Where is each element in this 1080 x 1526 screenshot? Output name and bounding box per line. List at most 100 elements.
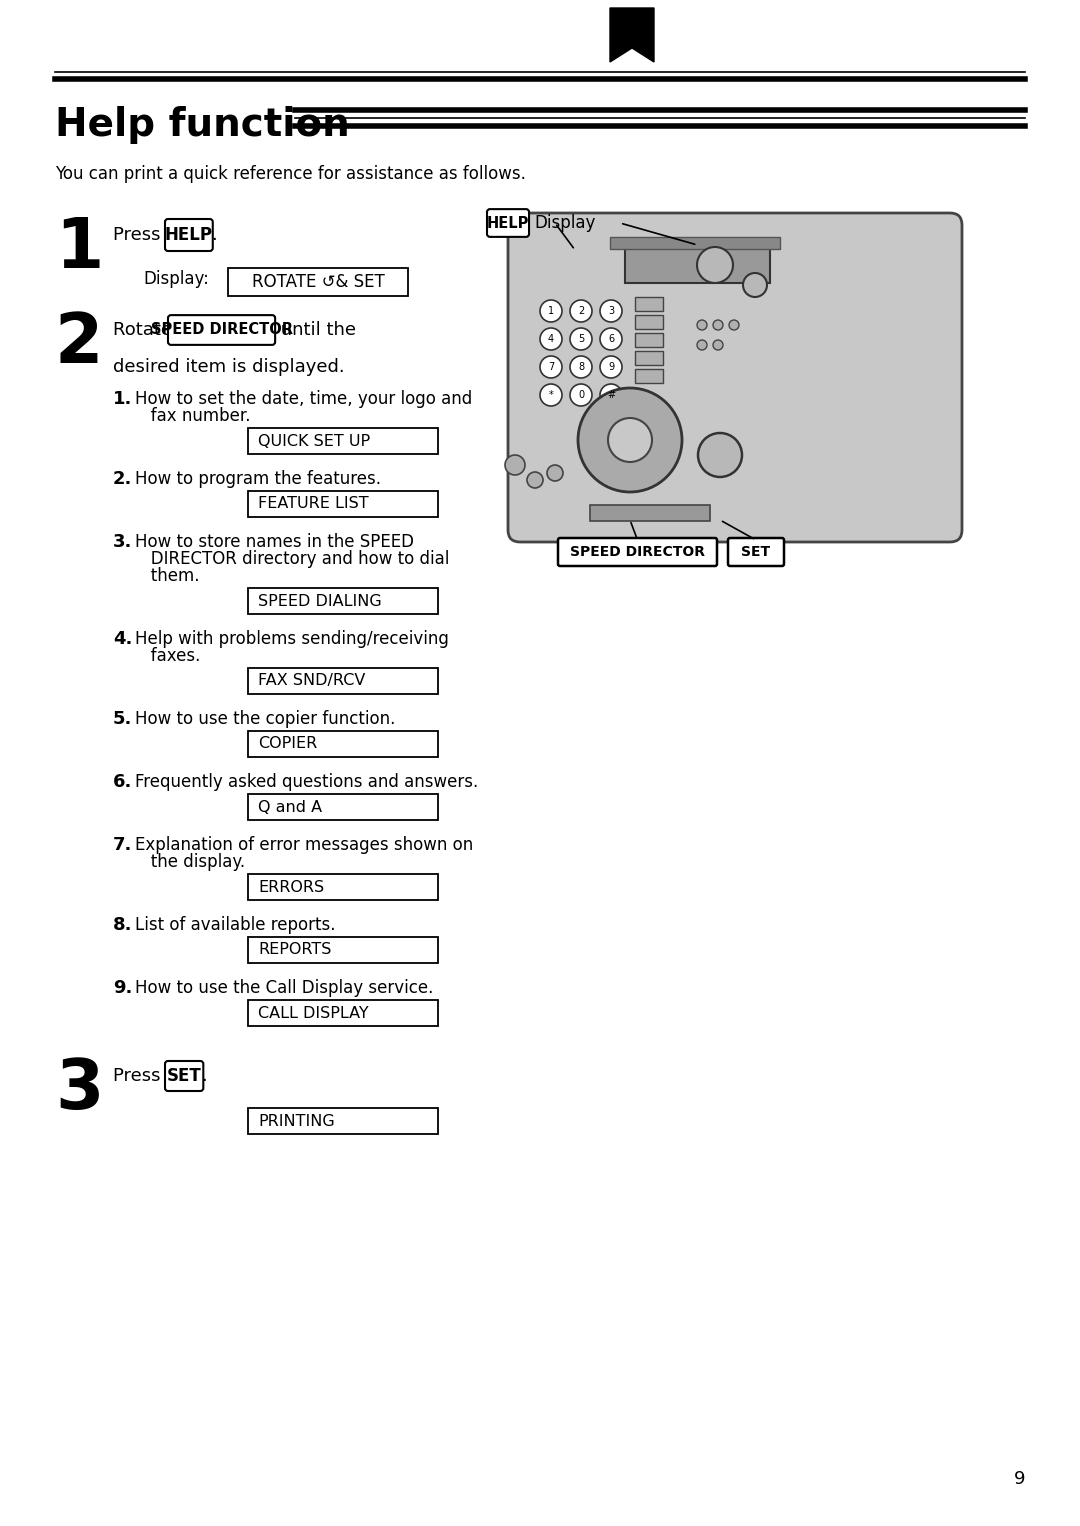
Text: SET: SET <box>166 1067 202 1085</box>
Bar <box>625 246 770 282</box>
Text: 8.: 8. <box>113 916 133 934</box>
Text: 2: 2 <box>55 310 104 377</box>
FancyBboxPatch shape <box>728 539 784 566</box>
Bar <box>248 1000 438 1025</box>
Text: .: . <box>201 1067 207 1085</box>
Circle shape <box>697 340 707 349</box>
Bar <box>248 1108 438 1134</box>
Bar <box>635 351 663 365</box>
Circle shape <box>505 455 525 475</box>
Text: CALL DISPLAY: CALL DISPLAY <box>258 1006 368 1021</box>
Text: the display.: the display. <box>135 853 245 871</box>
Text: How to program the features.: How to program the features. <box>135 470 381 488</box>
Bar <box>635 314 663 330</box>
Text: DIRECTOR directory and how to dial: DIRECTOR directory and how to dial <box>135 549 449 568</box>
Bar <box>248 588 438 613</box>
Text: 2: 2 <box>578 307 584 316</box>
Text: Display:: Display: <box>143 270 208 288</box>
Circle shape <box>608 418 652 462</box>
Text: FAX SND/RCV: FAX SND/RCV <box>258 673 365 688</box>
Circle shape <box>540 301 562 322</box>
Circle shape <box>729 320 739 330</box>
Circle shape <box>540 328 562 349</box>
Text: 3.: 3. <box>113 533 133 551</box>
Bar <box>248 874 438 900</box>
Bar <box>635 333 663 346</box>
Text: .: . <box>211 226 216 244</box>
Text: 1.: 1. <box>113 391 133 407</box>
Text: How to use the Call Display service.: How to use the Call Display service. <box>135 980 433 996</box>
Text: List of available reports.: List of available reports. <box>135 916 336 934</box>
Text: 9: 9 <box>1013 1470 1025 1488</box>
Text: 9.: 9. <box>113 980 133 996</box>
Text: SPEED DIRECTOR: SPEED DIRECTOR <box>150 322 293 337</box>
FancyBboxPatch shape <box>165 1061 203 1091</box>
Circle shape <box>540 356 562 378</box>
FancyBboxPatch shape <box>558 539 717 566</box>
Circle shape <box>546 465 563 481</box>
Circle shape <box>698 433 742 478</box>
Text: Explanation of error messages shown on: Explanation of error messages shown on <box>135 836 473 855</box>
Text: QUICK SET UP: QUICK SET UP <box>258 433 370 449</box>
Circle shape <box>713 340 723 349</box>
Text: 3: 3 <box>608 307 615 316</box>
Bar <box>248 668 438 694</box>
Text: 1: 1 <box>548 307 554 316</box>
Bar <box>248 937 438 963</box>
Text: 7.: 7. <box>113 836 133 855</box>
Text: them.: them. <box>135 568 200 584</box>
Text: Rotate: Rotate <box>113 320 178 339</box>
Bar <box>248 491 438 517</box>
FancyBboxPatch shape <box>168 316 275 345</box>
Text: 5.: 5. <box>113 710 133 728</box>
Circle shape <box>697 247 733 282</box>
Text: Press: Press <box>113 226 166 244</box>
Text: fax number.: fax number. <box>135 407 251 426</box>
Bar <box>248 427 438 455</box>
FancyBboxPatch shape <box>165 220 213 250</box>
FancyBboxPatch shape <box>508 214 962 542</box>
Text: FEATURE LIST: FEATURE LIST <box>258 496 368 511</box>
Text: PRINTING: PRINTING <box>258 1114 335 1129</box>
Text: How to use the copier function.: How to use the copier function. <box>135 710 395 728</box>
Text: 8: 8 <box>578 362 584 372</box>
Circle shape <box>600 356 622 378</box>
Bar <box>635 369 663 383</box>
Text: You can print a quick reference for assistance as follows.: You can print a quick reference for assi… <box>55 165 526 183</box>
Circle shape <box>578 388 681 491</box>
Text: HELP: HELP <box>165 226 213 244</box>
Circle shape <box>527 472 543 488</box>
Circle shape <box>600 328 622 349</box>
Circle shape <box>570 301 592 322</box>
Bar <box>610 237 780 249</box>
Text: ERRORS: ERRORS <box>258 879 324 894</box>
Bar <box>635 298 663 311</box>
Text: REPORTS: REPORTS <box>258 943 332 957</box>
Circle shape <box>743 273 767 298</box>
Text: desired item is displayed.: desired item is displayed. <box>113 359 345 375</box>
Text: HELP: HELP <box>487 215 529 230</box>
Text: 1: 1 <box>55 215 104 282</box>
Text: faxes.: faxes. <box>135 647 201 665</box>
Circle shape <box>570 356 592 378</box>
Circle shape <box>697 320 707 330</box>
Text: Help with problems sending/receiving: Help with problems sending/receiving <box>135 630 449 649</box>
Circle shape <box>540 385 562 406</box>
Text: Display: Display <box>534 214 595 232</box>
Text: SET: SET <box>742 545 770 559</box>
Bar <box>248 794 438 819</box>
Circle shape <box>570 385 592 406</box>
FancyBboxPatch shape <box>487 209 529 237</box>
Text: 7: 7 <box>548 362 554 372</box>
Text: SPEED DIRECTOR: SPEED DIRECTOR <box>570 545 705 559</box>
Text: Frequently asked questions and answers.: Frequently asked questions and answers. <box>135 774 478 790</box>
Text: 6: 6 <box>608 334 615 343</box>
Text: Help function: Help function <box>55 105 350 143</box>
Text: #: # <box>607 391 616 400</box>
Text: 5: 5 <box>578 334 584 343</box>
Text: Press: Press <box>113 1067 166 1085</box>
Bar <box>590 505 710 520</box>
Text: until the: until the <box>275 320 356 339</box>
Text: 0: 0 <box>578 391 584 400</box>
Text: 4.: 4. <box>113 630 133 649</box>
